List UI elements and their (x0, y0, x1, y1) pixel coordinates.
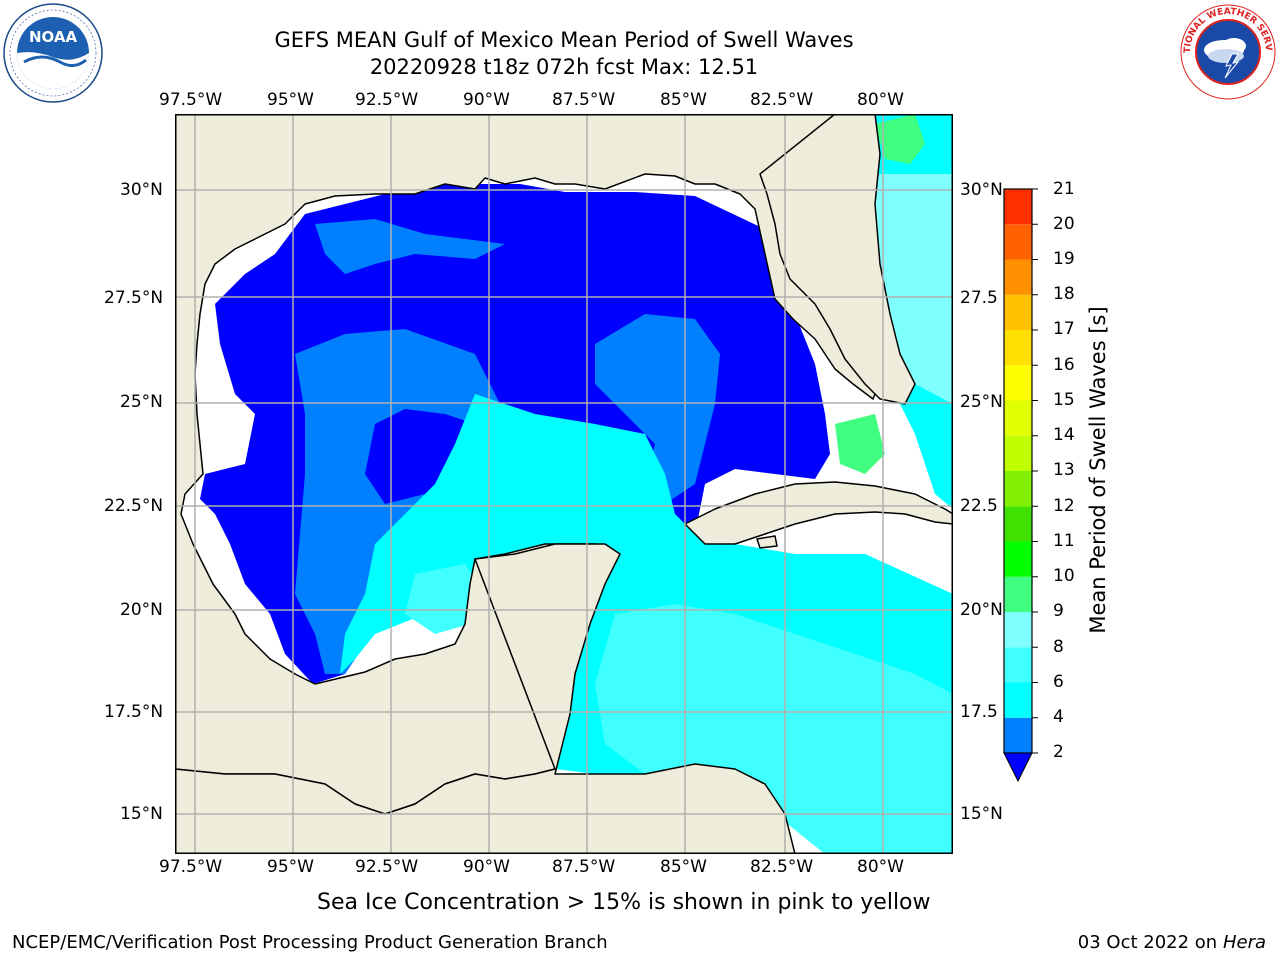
swell-region-9-10 (875, 114, 925, 164)
nws-logo: NATIONAL WEATHER SERVICE (1178, 2, 1276, 100)
noaa-logo: NOAA (3, 3, 103, 103)
colorbar-segment (1004, 612, 1032, 648)
footer-date: 03 Oct 2022 on Hera (1078, 932, 1266, 953)
map-frame (175, 114, 953, 854)
lat-label-left: 25°N (120, 392, 163, 412)
lat-label-left: 30°N (120, 180, 163, 200)
colorbar-svg (1003, 188, 1038, 783)
colorbar-tick-label: 18 (1053, 284, 1075, 304)
colorbar-segment (1004, 541, 1032, 577)
land-florida (759, 114, 953, 405)
footer-date-text: 03 Oct 2022 on (1077, 932, 1223, 953)
colorbar-tick-label: 19 (1053, 249, 1075, 269)
colorbar-tick-label: 11 (1053, 531, 1075, 551)
colorbar-segment (1004, 682, 1032, 718)
colorbar-extend-arrow (1003, 752, 1033, 783)
colorbar-tick-label: 16 (1053, 355, 1075, 375)
colorbar-segment (1004, 330, 1032, 366)
map-subtitle: 20220928 t18z 072h fcst Max: 12.51 (369, 55, 759, 79)
colorbar-tick-label: 12 (1053, 496, 1075, 516)
colorbar-tick-label: 20 (1053, 214, 1075, 234)
colorbar-tick-label: 6 (1053, 672, 1064, 692)
colorbar-tick-label: 9 (1053, 601, 1064, 621)
swell-region-4-6 (295, 329, 505, 674)
colorbar-tick-label: 10 (1053, 566, 1075, 586)
colorbar (1000, 187, 1090, 787)
swell-region-4-6 (315, 219, 505, 274)
lat-label-right: 25°N (960, 392, 1003, 412)
lat-label-right: 15°N (960, 804, 1003, 824)
colorbar-title: Mean Period of Swell Waves [s] (1086, 306, 1110, 634)
lon-label-top: 82.5°W (750, 90, 814, 110)
lat-label-right: 30°N (960, 180, 1003, 200)
colorbar-segment (1004, 717, 1032, 753)
colorbar-segment (1004, 224, 1032, 260)
colorbar-tick-label: 21 (1053, 179, 1075, 199)
lat-label-right: 20°N (960, 600, 1003, 620)
colorbar-segment (1004, 189, 1032, 225)
map-panel (175, 114, 953, 854)
lon-label-bottom: 92.5°W (355, 857, 419, 877)
lat-label-left: 27.5°N (104, 288, 164, 308)
colorbar-tick-label: 4 (1053, 707, 1064, 727)
lat-label-left: 20°N (120, 600, 163, 620)
land-masses (175, 114, 953, 854)
colorbar-segment (1004, 647, 1032, 683)
lat-label-left: 15°N (120, 804, 163, 824)
footer-credit: NCEP/EMC/Verification Post Processing Pr… (12, 932, 608, 953)
lon-label-top: 80°W (857, 90, 904, 110)
colorbar-segment (1004, 471, 1032, 507)
lon-label-bottom: 90°W (463, 857, 510, 877)
lon-label-top: 92.5°W (355, 90, 419, 110)
lon-label-bottom: 80°W (857, 857, 904, 877)
colorbar-segment (1004, 576, 1032, 612)
land-yucatan (175, 543, 796, 854)
lat-label-right: 17.5 (960, 702, 998, 722)
colorbar-tick-label: 14 (1053, 425, 1075, 445)
colorbar-tick-label: 8 (1053, 637, 1064, 657)
land-isla-juventud (756, 535, 778, 549)
colorbar-tick-label: 13 (1053, 460, 1075, 480)
swell-region-9-10 (835, 414, 885, 474)
lon-label-top: 95°W (267, 90, 314, 110)
map-gridlines (175, 114, 953, 854)
colorbar-segment (1004, 259, 1032, 295)
map-title: GEFS MEAN Gulf of Mexico Mean Period of … (274, 28, 854, 52)
footer-machine: Hera (1222, 932, 1266, 953)
colorbar-segment (1004, 400, 1032, 436)
sea-ice-note: Sea Ice Concentration > 15% is shown in … (317, 890, 931, 915)
colorbar-tick-label: 15 (1053, 390, 1075, 410)
lon-label-top: 87.5°W (552, 90, 616, 110)
colorbar-segment (1004, 506, 1032, 542)
lon-label-bottom: 95°W (267, 857, 314, 877)
lat-label-right: 22.5 (960, 496, 998, 516)
colorbar-tick-label: 2 (1053, 742, 1064, 762)
noaa-logo-text: NOAA (29, 28, 78, 46)
swell-region-8-9 (405, 564, 485, 634)
lon-label-bottom: 85°W (660, 857, 707, 877)
colorbar-segment (1004, 365, 1032, 401)
lon-label-top: 97.5°W (159, 90, 223, 110)
lat-label-right: 27.5 (960, 288, 998, 308)
lat-label-left: 22.5°N (104, 496, 164, 516)
lon-label-top: 90°W (463, 90, 510, 110)
colorbar-segment (1004, 294, 1032, 330)
colorbar-segment (1004, 435, 1032, 471)
swell-region-4-6 (595, 314, 720, 504)
colorbar-tick-label: 17 (1053, 319, 1075, 339)
lon-label-bottom: 87.5°W (552, 857, 616, 877)
lon-label-bottom: 97.5°W (159, 857, 223, 877)
lat-label-left: 17.5°N (104, 702, 164, 722)
land-cuba (684, 481, 953, 545)
swell-region-8-9 (865, 174, 953, 404)
lon-label-bottom: 82.5°W (750, 857, 814, 877)
lon-label-top: 85°W (660, 90, 707, 110)
